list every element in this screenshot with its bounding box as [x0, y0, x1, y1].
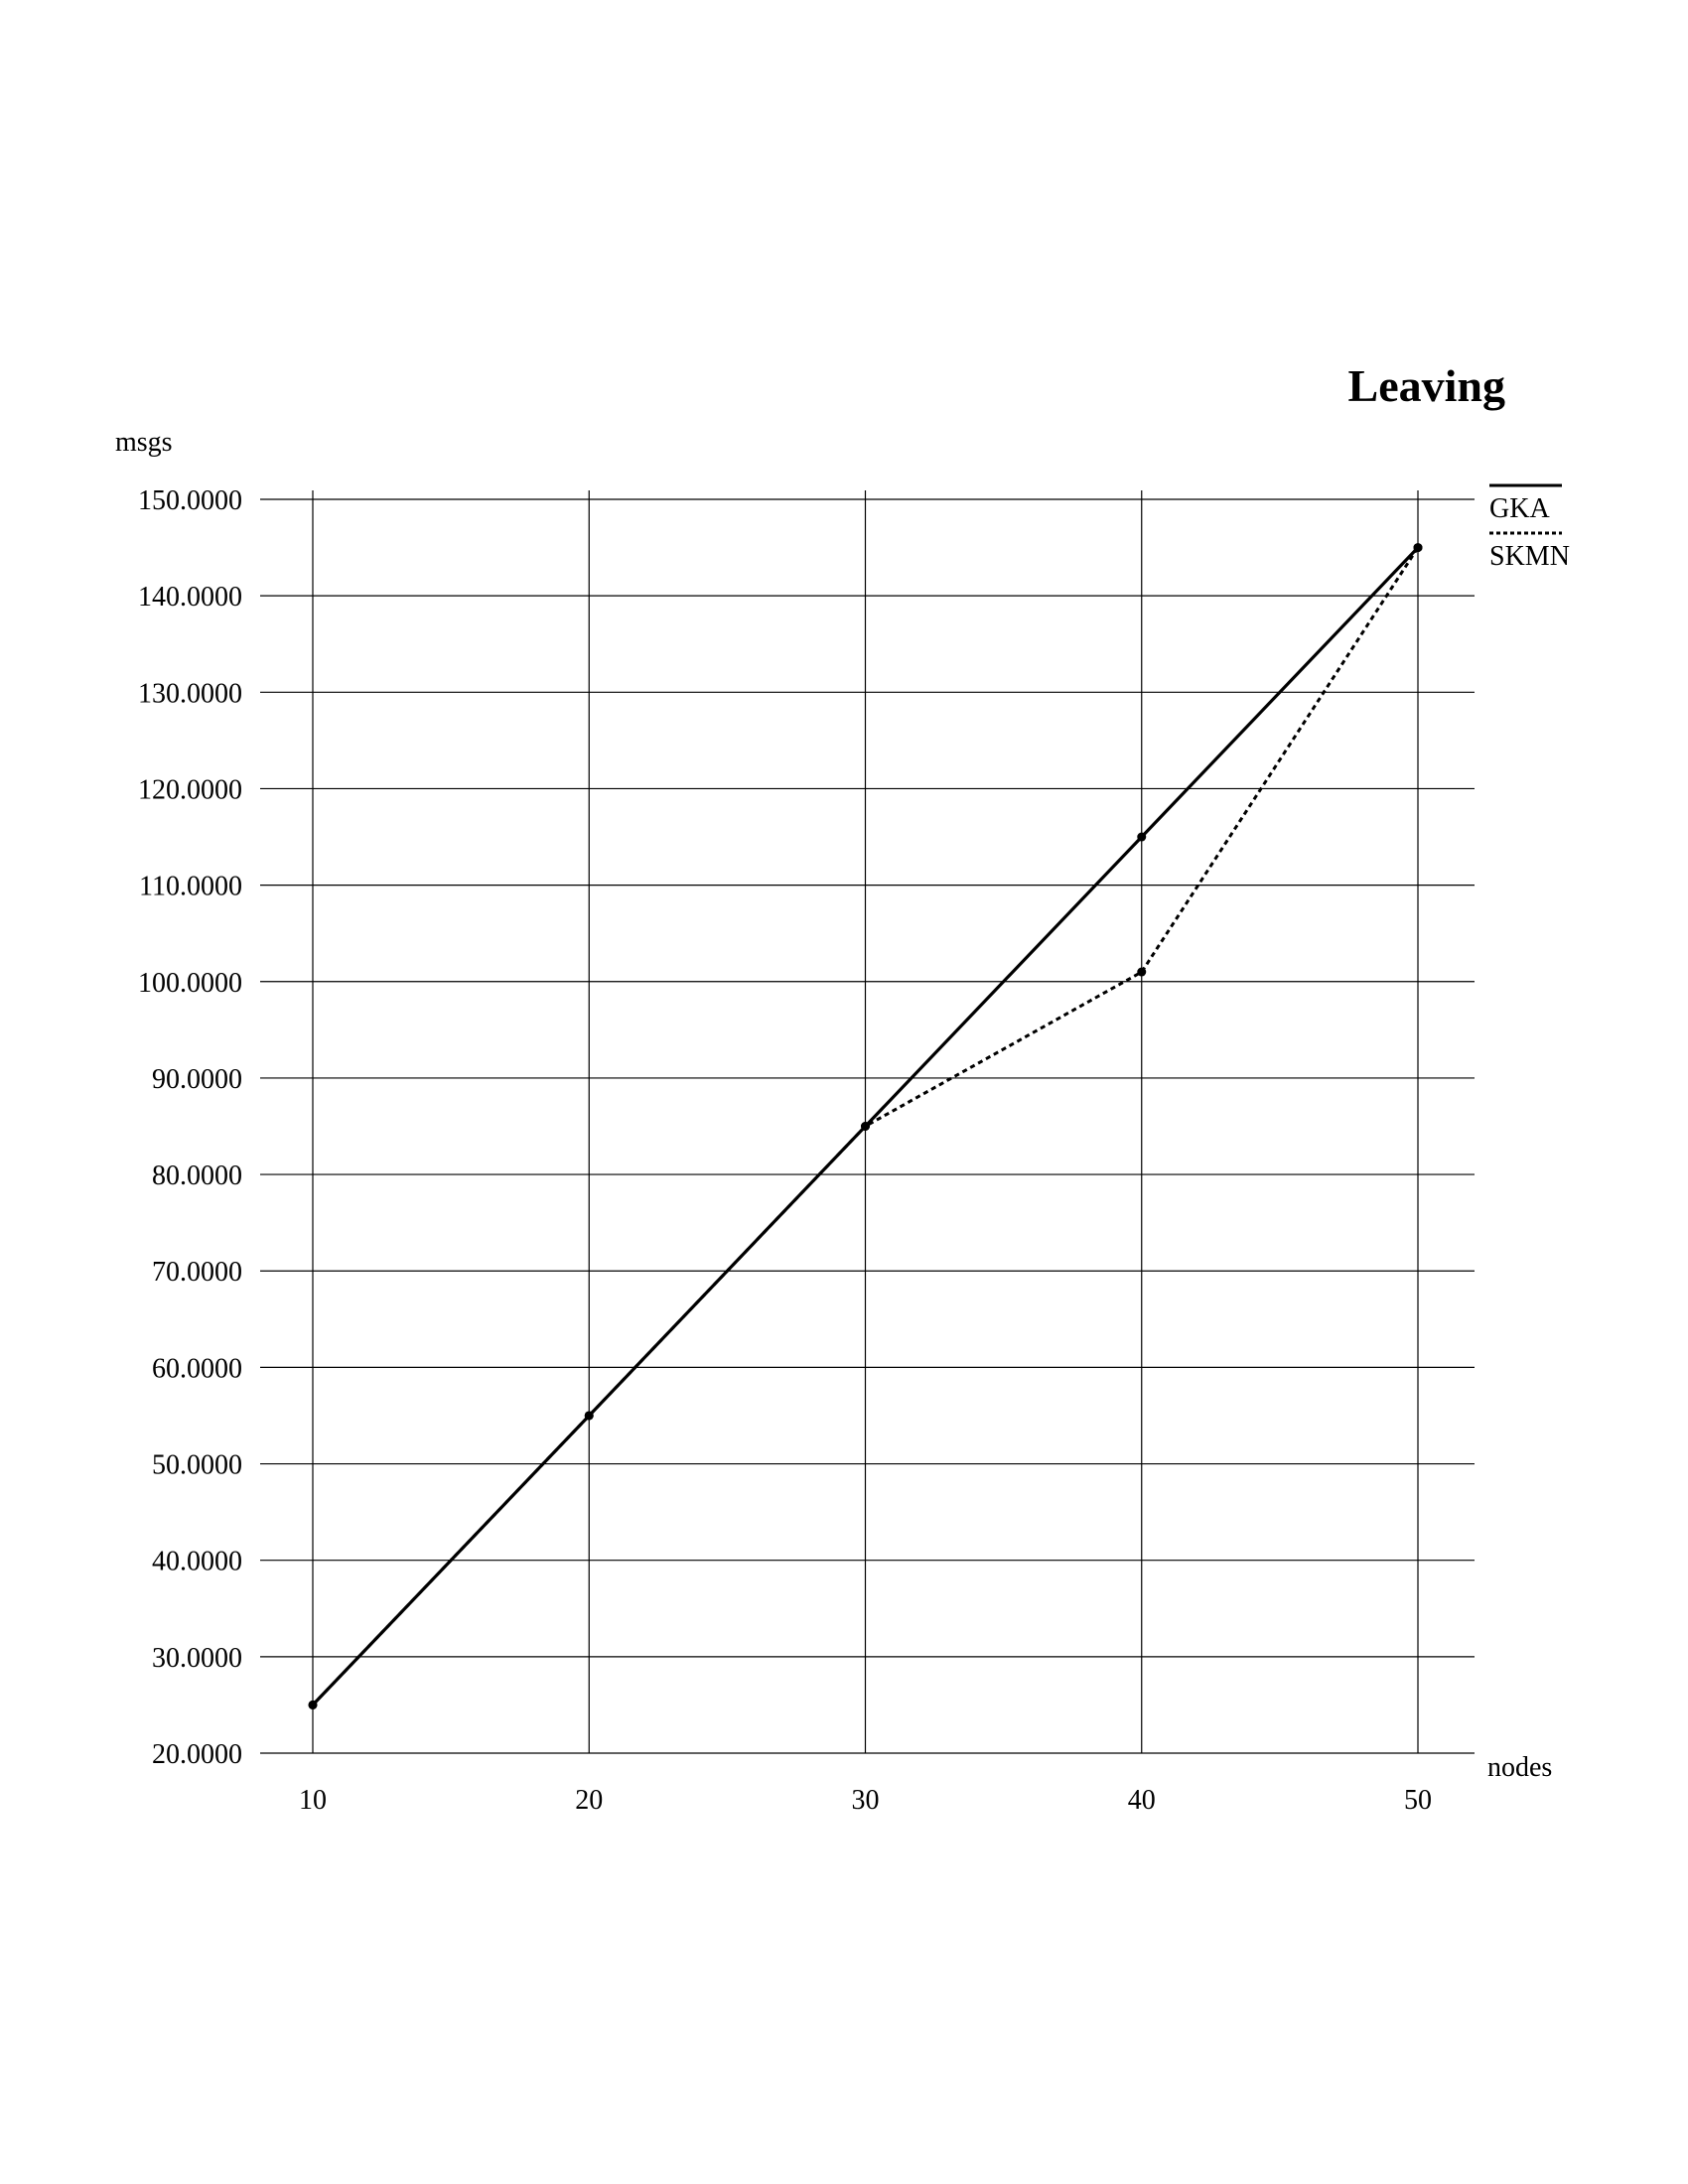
x-tick-label: 20	[575, 1785, 603, 1816]
y-tick-labels: 150.0000 140.0000 130.0000 120.0000 110.0000…	[138, 485, 242, 1770]
data-point-gka	[1137, 832, 1147, 842]
x-tick-label: 50	[1404, 1785, 1432, 1816]
x-tick-labels: 10 20 30 40 50	[299, 1785, 1432, 1816]
y-axis-label: msgs	[115, 427, 173, 458]
y-tick-label: 140.0000	[138, 582, 242, 613]
legend-label-skmn: SKMN	[1489, 541, 1570, 572]
x-axis-label: nodes	[1487, 1752, 1552, 1783]
y-tick-label: 120.0000	[138, 774, 242, 805]
y-tick-label: 80.0000	[152, 1160, 242, 1191]
x-tick-label: 40	[1128, 1785, 1156, 1816]
y-tick-label: 130.0000	[138, 678, 242, 709]
y-tick-label: 110.0000	[139, 872, 242, 902]
x-tick-label: 10	[299, 1785, 327, 1816]
series-lines	[308, 543, 1423, 1709]
y-tick-label: 150.0000	[138, 485, 242, 516]
data-point-gka	[1413, 543, 1423, 553]
data-point-gka	[308, 1700, 318, 1709]
data-point-skmn	[1137, 967, 1147, 977]
legend: GKA SKMN	[1489, 483, 1570, 572]
y-tick-label: 50.0000	[152, 1450, 242, 1481]
x-tick-label: 30	[852, 1785, 880, 1816]
y-tick-label: 40.0000	[152, 1547, 242, 1577]
y-tick-label: 70.0000	[152, 1257, 242, 1288]
y-tick-label: 60.0000	[152, 1353, 242, 1384]
y-tick-label: 30.0000	[152, 1643, 242, 1674]
data-point-gka	[584, 1411, 594, 1421]
chart-title: Leaving	[1348, 360, 1505, 411]
y-tick-label: 90.0000	[152, 1064, 242, 1095]
legend-label-gka: GKA	[1489, 493, 1550, 524]
y-tick-label: 20.0000	[152, 1739, 242, 1770]
y-tick-label: 100.0000	[138, 968, 242, 999]
data-point-gka	[861, 1122, 870, 1131]
